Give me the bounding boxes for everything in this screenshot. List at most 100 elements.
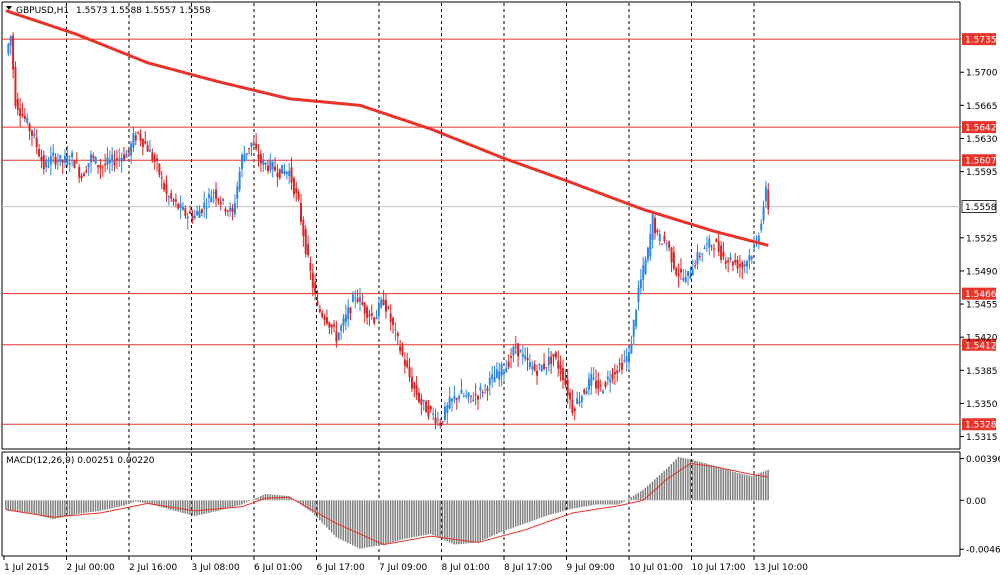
candle-body — [373, 317, 376, 324]
level-price-label: 1.5328 — [965, 421, 997, 431]
macd-bar — [57, 500, 59, 519]
chevron-down-icon[interactable] — [6, 6, 12, 10]
macd-bar — [526, 500, 529, 523]
macd-bar — [210, 500, 212, 513]
macd-bar — [455, 500, 458, 545]
macd-bar — [729, 470, 732, 501]
candle-body — [255, 143, 258, 149]
macd-bar — [241, 500, 243, 505]
candle-body — [533, 364, 536, 371]
macd-bar — [451, 500, 453, 544]
macd-bar — [359, 500, 361, 549]
macd-bar — [59, 500, 61, 518]
macd-bar — [592, 500, 595, 505]
macd-bar — [656, 477, 658, 501]
candle-body — [333, 324, 336, 327]
macd-bar — [177, 500, 179, 512]
macd-bar — [458, 500, 460, 545]
macd-bar — [7, 500, 9, 511]
candle-body — [738, 264, 741, 267]
candle-body — [746, 261, 749, 267]
candle-body — [172, 199, 175, 202]
macd-bar — [672, 461, 675, 501]
macd-bar — [262, 495, 264, 501]
level-price-badge — [962, 121, 996, 134]
candle-body — [35, 137, 38, 147]
macd-bar — [340, 500, 342, 540]
macd-bar — [538, 500, 540, 519]
candle-body — [460, 389, 463, 394]
candle-body — [625, 356, 628, 362]
time-label: 3 Jul 08:00 — [192, 563, 241, 573]
candle-body — [347, 307, 350, 320]
candle-body — [356, 298, 359, 302]
macd-bar — [87, 500, 90, 513]
candle-body — [569, 392, 572, 400]
candle-body — [484, 385, 487, 387]
main-price-panel[interactable] — [1, 1, 961, 450]
candle-body — [498, 371, 501, 380]
macd-bar — [698, 461, 701, 501]
macd-bar — [446, 500, 448, 542]
candle-body — [616, 370, 619, 374]
candle-body — [654, 218, 656, 234]
candle-body — [323, 316, 326, 321]
macd-bar — [255, 498, 257, 501]
macd-bar — [182, 500, 184, 513]
candle-body — [632, 319, 635, 337]
candle-body — [156, 158, 159, 161]
macd-bar — [524, 500, 526, 524]
macd-bar — [264, 493, 267, 501]
macd-bar — [562, 500, 564, 512]
candle-body — [318, 309, 321, 312]
macd-bar — [375, 500, 378, 546]
macd-bar — [510, 500, 512, 529]
macd-bar — [701, 462, 703, 501]
candle-body — [427, 405, 430, 417]
macd-bar — [78, 500, 80, 514]
candle-body — [54, 156, 57, 165]
macd-bar — [623, 500, 625, 502]
macd-bar — [226, 500, 229, 509]
macd-bar — [285, 495, 288, 501]
candle-body — [233, 203, 236, 215]
candle-body — [297, 192, 300, 200]
candle-body — [73, 160, 76, 169]
candle-body — [241, 154, 243, 169]
candle-body — [366, 307, 369, 318]
macd-bar — [425, 500, 427, 535]
candle-body — [9, 36, 12, 46]
macd-bar — [453, 500, 455, 545]
candle-body — [545, 367, 548, 369]
macd-bar — [396, 500, 399, 541]
macd-bar — [559, 500, 562, 512]
candle-body — [198, 210, 201, 218]
candle-body — [611, 373, 614, 380]
macd-bar — [573, 500, 576, 509]
macd-bar — [380, 500, 382, 545]
candle-body — [184, 208, 187, 217]
candle-body — [127, 149, 130, 153]
candle-body — [713, 248, 715, 250]
macd-bar — [554, 500, 557, 514]
macd-bar — [127, 500, 130, 504]
macd-bar — [94, 500, 97, 512]
svg-text:GBPUSD,H1 1.5573 1.5588 1.: GBPUSD,H1 1.5573 1.5588 1.5557 1.5558 — [16, 6, 211, 16]
macd-bar — [250, 500, 253, 501]
macd-bar — [739, 473, 741, 501]
candle-body — [538, 363, 541, 366]
candle-body — [92, 155, 95, 158]
candle-body — [359, 297, 361, 302]
candle-body — [453, 395, 456, 400]
macd-bar — [710, 464, 713, 501]
candle-body — [528, 362, 531, 368]
macd-bar — [439, 500, 441, 539]
macd-bar — [328, 500, 330, 530]
candle-body — [271, 162, 274, 170]
macd-bar — [33, 500, 35, 515]
macd-bar — [521, 500, 524, 525]
macd-bar — [198, 500, 201, 516]
macd-panel[interactable] — [1, 451, 961, 557]
candle-body — [510, 356, 513, 358]
